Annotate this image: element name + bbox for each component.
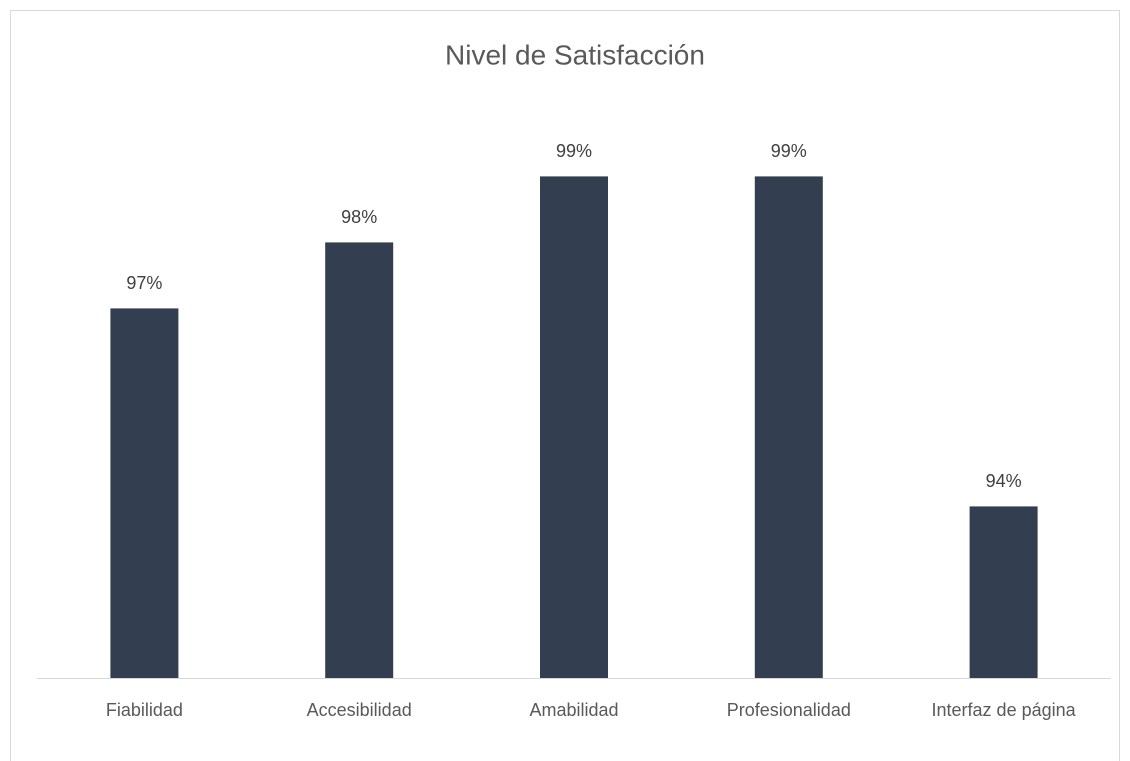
bar xyxy=(754,176,823,678)
x-tick-label: Fiabilidad xyxy=(106,700,183,720)
x-tick-label: Interfaz de página xyxy=(932,700,1077,720)
bar xyxy=(110,308,179,678)
x-tick-label: Amabilidad xyxy=(529,700,618,720)
data-label: 98% xyxy=(341,207,377,227)
x-tick-label: Accesibilidad xyxy=(307,700,412,720)
bar xyxy=(325,242,394,678)
data-label: 99% xyxy=(556,141,592,161)
data-label: 94% xyxy=(986,471,1022,491)
data-label: 99% xyxy=(771,141,807,161)
bar xyxy=(540,176,608,678)
chart-title: Nivel de Satisfacción xyxy=(445,39,705,70)
data-label: 97% xyxy=(126,273,162,293)
x-tick-label: Profesionalidad xyxy=(727,700,851,720)
bar xyxy=(969,506,1038,678)
